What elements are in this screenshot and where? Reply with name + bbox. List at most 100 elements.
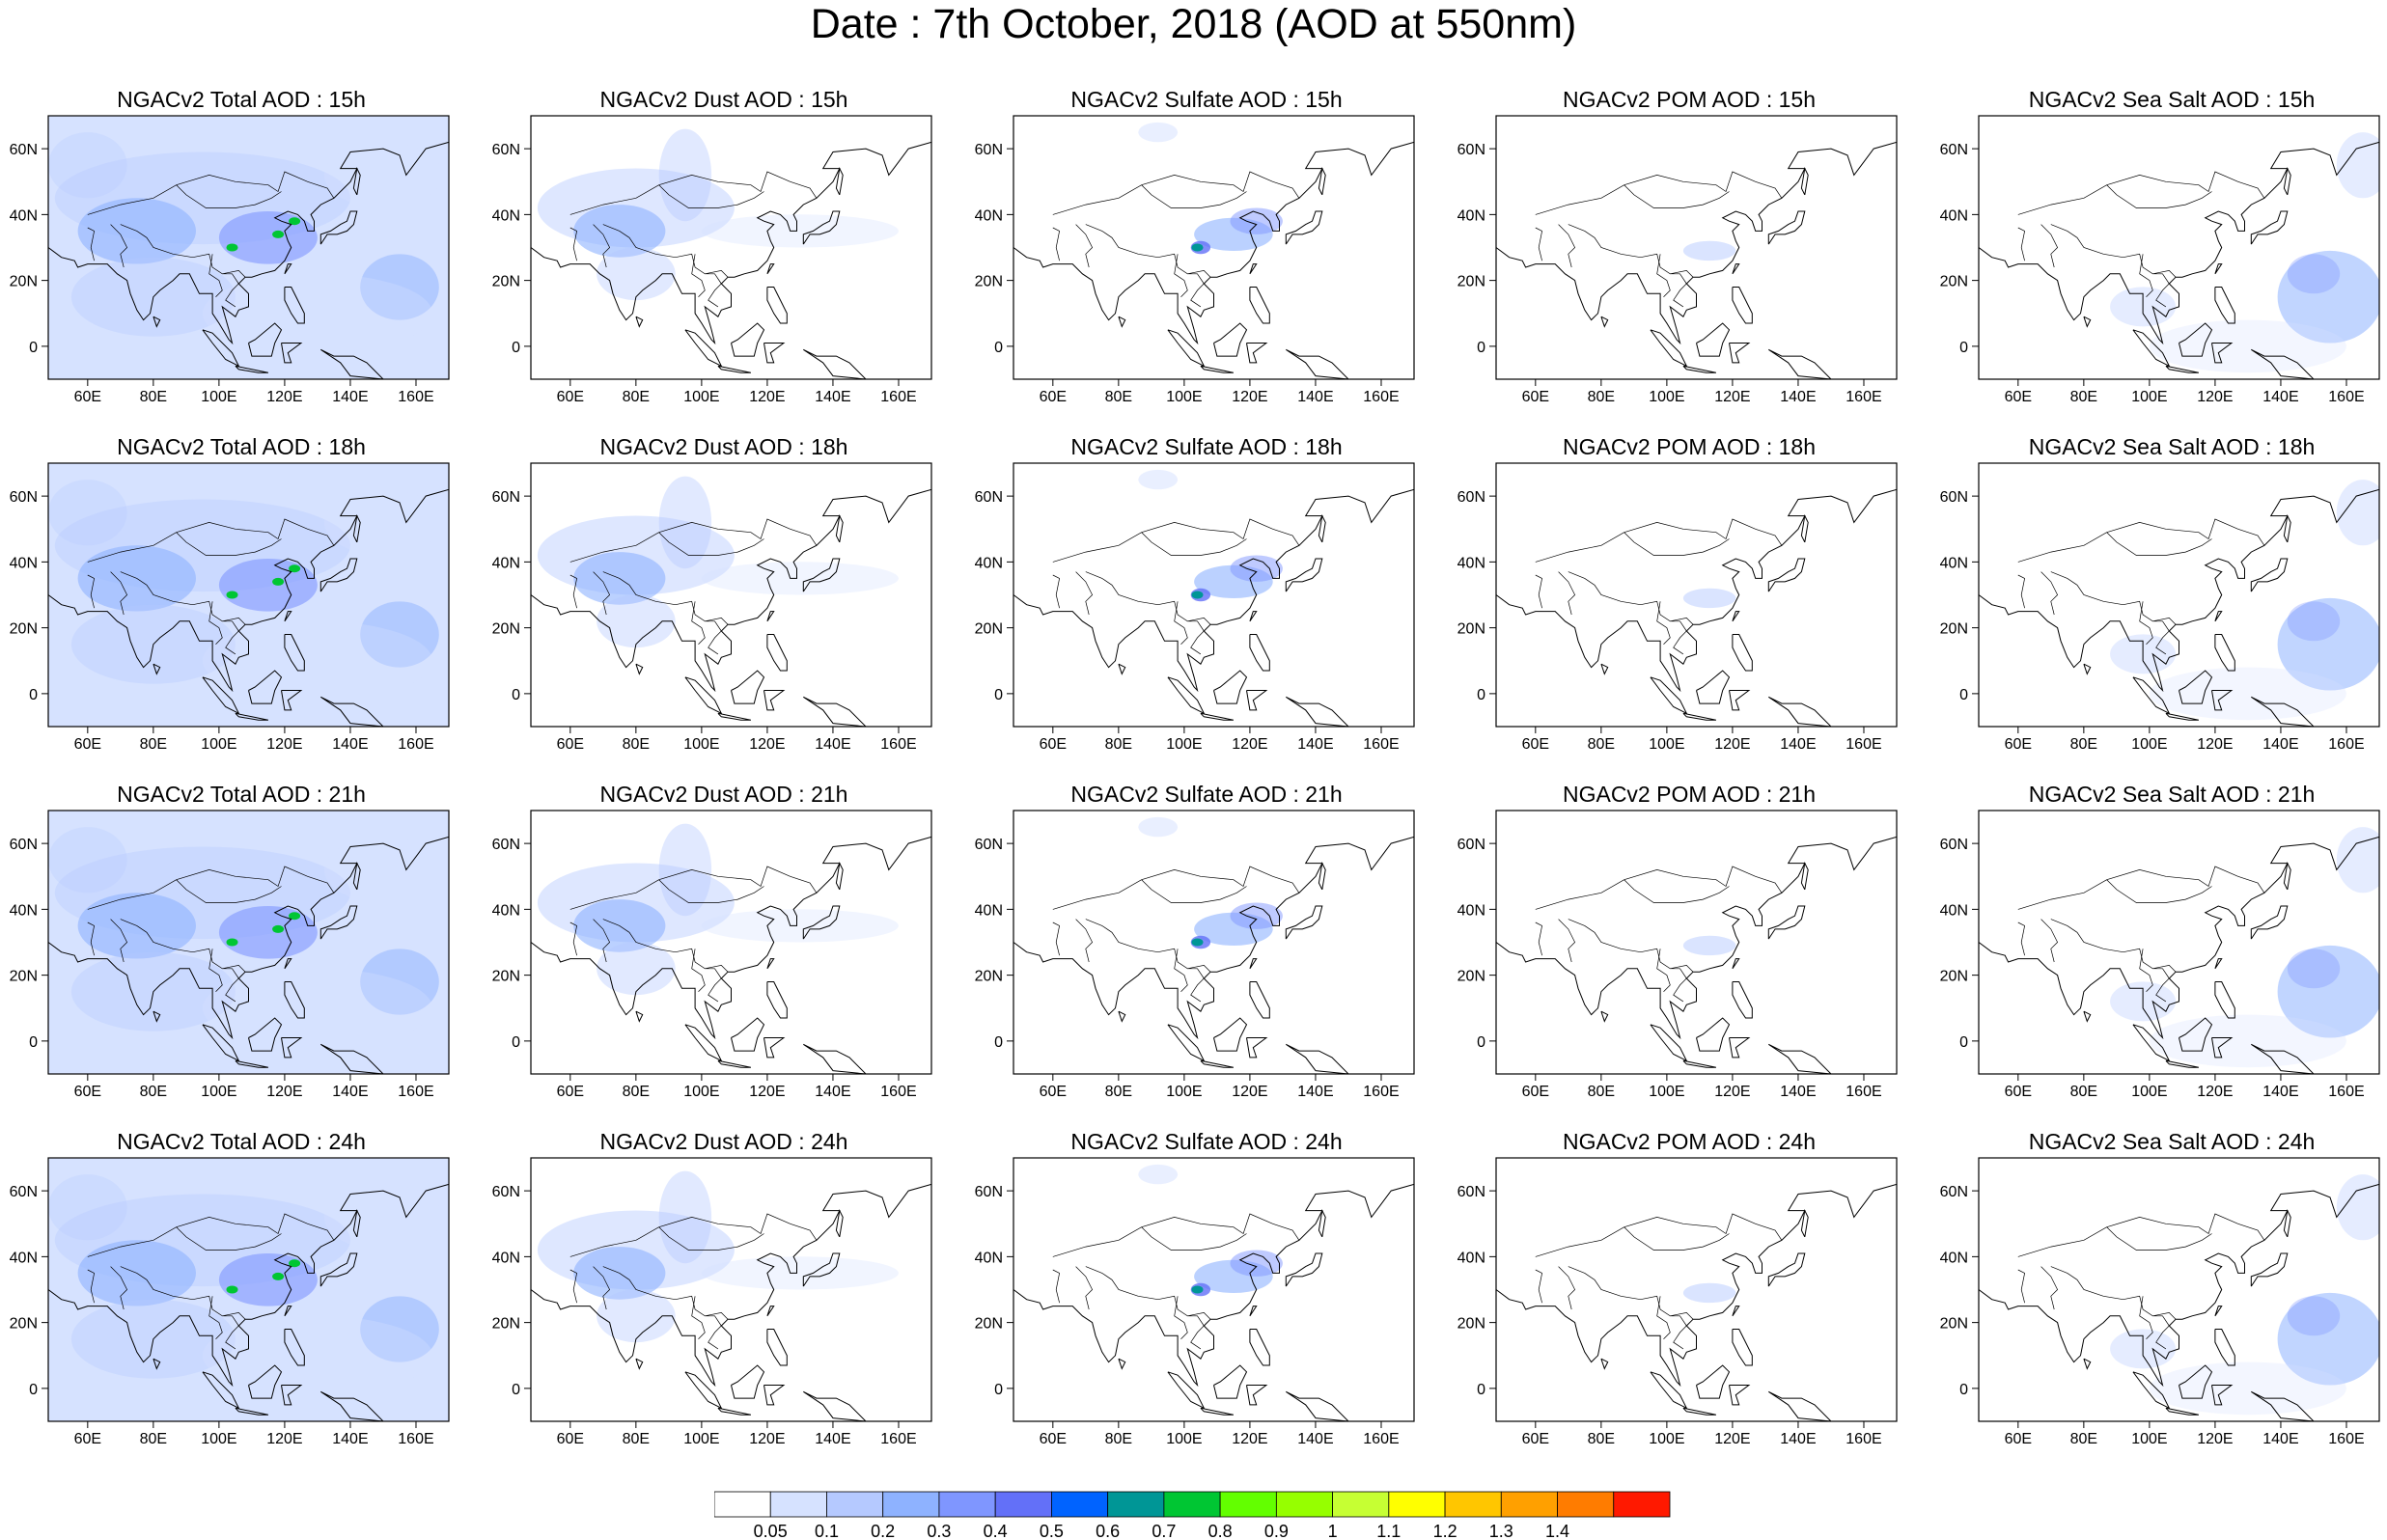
country-border [1624, 532, 1730, 556]
aod-hotspot [226, 938, 238, 947]
aod-map: 60E 80E 100E 120E 140E 160E 60N 40N 20N 0 [1940, 462, 2380, 751]
aod-hotspot [1191, 1285, 1204, 1294]
country-border [1085, 919, 1211, 973]
coastline [1682, 365, 1716, 373]
map-panel: NGACv2 Dust AOD : 18h 60E 80E 100E 120E 140E 1… [483, 432, 965, 751]
x-tick-label: 80E [140, 389, 167, 403]
y-tick-label: 60N [10, 142, 38, 158]
coastline [320, 696, 384, 727]
coastline [2214, 958, 2223, 970]
coastline [1167, 1024, 1206, 1062]
y-tick-label: 20N [975, 1316, 1003, 1333]
x-tick-label: 140E [2262, 736, 2298, 751]
coastline [2132, 676, 2171, 715]
country-border [1624, 184, 1730, 208]
y-tick-label: 60N [1940, 489, 1968, 506]
aod-field [48, 811, 449, 1074]
aod-field [1979, 132, 2379, 379]
panel-title: NGACv2 Sea Salt AOD : 15h [2028, 87, 2316, 112]
coastline [2251, 348, 2315, 379]
y-tick-label: 60N [492, 489, 520, 506]
colorbar-label: 1.3 [1489, 1522, 1513, 1540]
aod-region [1138, 1164, 1179, 1185]
y-tick-label: 20N [975, 969, 1003, 985]
country-border [1656, 254, 1671, 297]
coastline [1732, 263, 1740, 275]
country-border [2017, 866, 2265, 910]
y-tick-label: 20N [1940, 969, 1968, 985]
coastline [766, 263, 775, 275]
coastline [352, 513, 361, 543]
coastline [1650, 1371, 1688, 1410]
coastline [2179, 670, 2213, 704]
colorbar-label: 1.2 [1433, 1522, 1457, 1540]
aod-hotspot [226, 1285, 238, 1294]
coastline [763, 690, 786, 711]
map-frame [47, 810, 450, 1075]
country-border [208, 949, 223, 992]
y-tick-label: 60N [975, 489, 1003, 506]
x-tick-label: 160E [2328, 1084, 2364, 1098]
y-tick-label: 0 [1477, 340, 1485, 356]
coastline [1167, 676, 1206, 715]
x-tick-label: 120E [1714, 1084, 1750, 1098]
map-panel: NGACv2 Sulfate AOD : 15h 60E 80E 100E 120E 14… [965, 85, 1448, 403]
coastline [1682, 712, 1716, 721]
aod-field [1979, 827, 2379, 1074]
country-border [1187, 620, 1205, 655]
coastline [2250, 210, 2289, 245]
x-tick-label: 60E [557, 389, 584, 403]
coastline [1285, 905, 1323, 940]
aod-region [597, 942, 676, 996]
coastline [284, 1329, 305, 1366]
x-tick-label: 100E [1166, 1084, 1202, 1098]
aod-region [1682, 1282, 1736, 1304]
colorbar-swatch [1107, 1491, 1165, 1518]
country-border [2017, 574, 2025, 609]
x-tick-label: 100E [683, 1084, 719, 1098]
country-border [222, 620, 239, 655]
coastline [731, 1017, 765, 1052]
y-tick-label: 40N [975, 902, 1003, 919]
aod-region [202, 273, 432, 353]
country-border [1075, 919, 1094, 963]
x-tick-label: 100E [2131, 1084, 2167, 1098]
x-tick-label: 60E [74, 736, 101, 751]
y-tick-label: 40N [10, 1250, 38, 1266]
country-border [1052, 1269, 1060, 1304]
country-border [208, 1296, 223, 1339]
x-tick-label: 140E [1780, 389, 1816, 403]
aod-region [2277, 945, 2379, 1038]
x-tick-label: 140E [2262, 1431, 2298, 1445]
map-frame [1978, 115, 2380, 380]
panel-title: NGACv2 Sulfate AOD : 24h [1070, 1129, 1343, 1154]
coastline [2214, 981, 2235, 1019]
colorbar-label: 0.5 [1040, 1522, 1064, 1540]
aod-region [701, 1256, 899, 1290]
coastline [1768, 348, 1832, 379]
x-tick-label: 60E [1040, 1084, 1067, 1098]
coastline [1732, 958, 1740, 970]
map-panel: NGACv2 Sea Salt AOD : 24h 60E 80E 100E 120E 1… [1930, 1127, 2387, 1445]
coastline [803, 696, 867, 727]
country-border [658, 184, 764, 208]
colorbar-label: 0.8 [1208, 1522, 1233, 1540]
country-border [87, 1213, 335, 1257]
x-tick-label: 100E [201, 1084, 236, 1098]
colorbar-label: 0.05 [754, 1522, 788, 1540]
coastline [731, 670, 765, 704]
map-frame [530, 462, 932, 728]
x-tick-label: 80E [140, 736, 167, 751]
y-tick-label: 60N [492, 142, 520, 158]
coastline [635, 663, 644, 675]
coastline [281, 1385, 303, 1406]
coastline [1286, 348, 1349, 379]
y-tick-label: 0 [1477, 687, 1485, 703]
country-border [1075, 1266, 1094, 1310]
country-border [2050, 224, 2177, 278]
aod-region [658, 128, 712, 222]
coastline [2251, 1390, 2315, 1421]
aod-region [360, 1296, 439, 1362]
coastline [2179, 1364, 2213, 1399]
map-panel: NGACv2 POM AOD : 15h 60E 80E 100E 120E 140E 16… [1448, 85, 1930, 403]
